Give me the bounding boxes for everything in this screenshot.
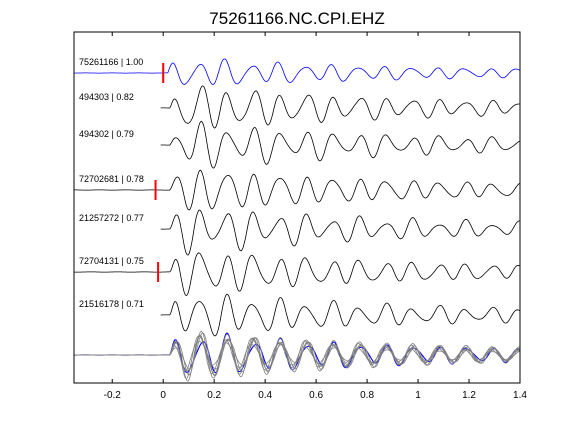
x-tick-label: 1 xyxy=(415,390,421,401)
trace-label-6: 72704131 | 0.75 xyxy=(79,256,144,266)
trace-label-2: 494303 | 0.82 xyxy=(79,92,134,102)
x-tick-label: 0.8 xyxy=(360,390,374,401)
trace-line-3 xyxy=(160,120,520,169)
overlay-stack xyxy=(74,330,520,382)
x-tick-label: 0.2 xyxy=(207,390,221,401)
plot-frame xyxy=(73,31,521,384)
trace-label-7: 21516178 | 0.71 xyxy=(79,299,144,309)
traces-layer: 75261166 | 1.00 494303 | 0.82 494302 | 0.7… xyxy=(74,57,520,337)
trace-label-4: 72702681 | 0.78 xyxy=(79,174,144,184)
trace-line-1 xyxy=(74,58,520,85)
trace-label-5: 21257272 | 0.77 xyxy=(79,213,144,223)
chart-title: 75261166.NC.CPI.EHZ xyxy=(209,9,384,28)
x-tick-label: 1.4 xyxy=(513,390,527,401)
trace-line-5 xyxy=(160,209,520,256)
trace-label-3: 494302 | 0.79 xyxy=(79,129,134,139)
overlay-trace-7 xyxy=(74,333,520,377)
x-axis: -0.2 0 0.2 0.4 0.6 0.8 1 1.2 1.4 xyxy=(104,32,527,401)
trace-line-7 xyxy=(160,293,520,337)
x-tick-label: 0.4 xyxy=(258,390,272,401)
trace-line-2 xyxy=(160,85,520,129)
trace-line-4 xyxy=(74,169,520,211)
trace-line-6 xyxy=(74,252,520,297)
x-tick-label: 0.6 xyxy=(309,390,323,401)
x-tick-label: 0 xyxy=(160,390,166,401)
x-tick-label: -0.2 xyxy=(104,390,122,401)
x-tick-label: 1.2 xyxy=(462,390,476,401)
trace-label-1: 75261166 | 1.00 xyxy=(79,57,143,67)
